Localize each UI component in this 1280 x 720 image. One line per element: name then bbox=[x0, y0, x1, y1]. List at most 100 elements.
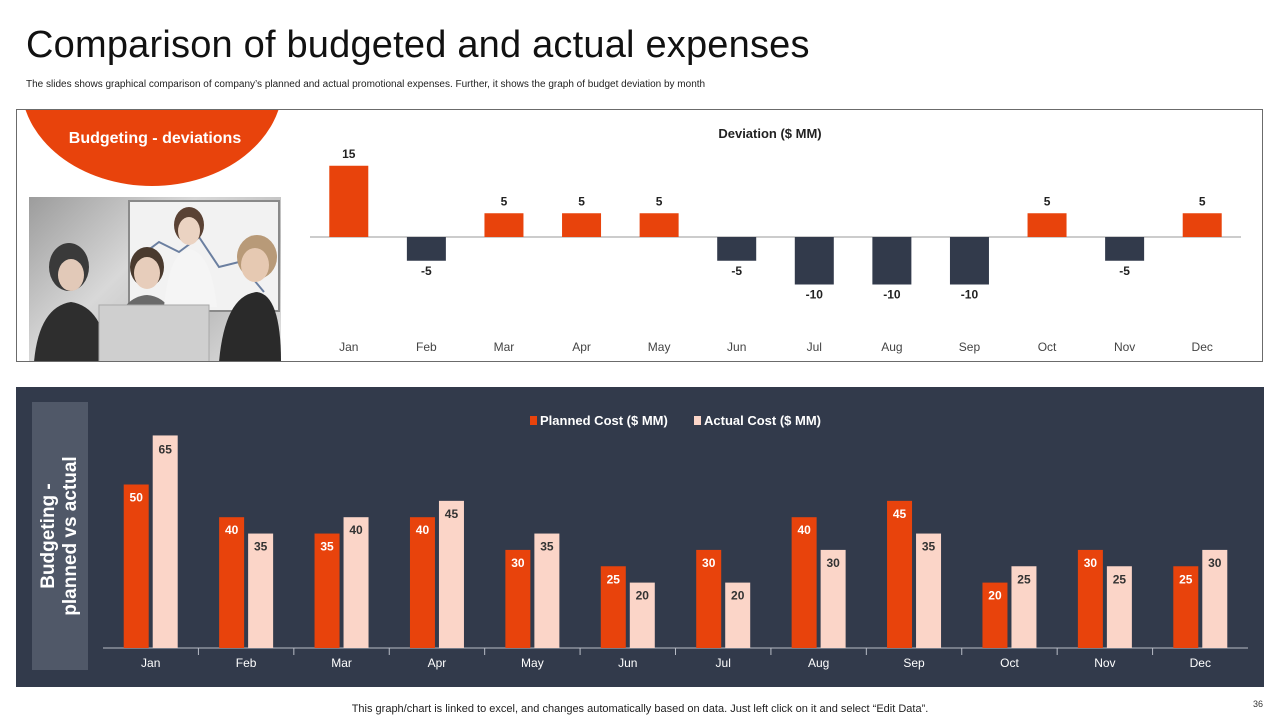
label-planned-mar: 35 bbox=[320, 540, 334, 554]
cost-tick-mar: Mar bbox=[331, 656, 352, 670]
bar-planned-jan bbox=[123, 484, 149, 648]
cost-tick-oct: Oct bbox=[1000, 656, 1019, 670]
page-title: Comparison of budgeted and actual expens… bbox=[26, 24, 810, 66]
bar-actual-jun bbox=[629, 582, 655, 648]
label-planned-jan: 50 bbox=[130, 491, 144, 505]
page-subtitle: The slides shows graphical comparison of… bbox=[26, 79, 706, 90]
bar-actual-jul bbox=[725, 582, 751, 648]
deviation-label-may: 5 bbox=[656, 194, 663, 208]
cost-tick-aug: Aug bbox=[808, 656, 829, 670]
deviation-tick-jan: Jan bbox=[339, 340, 358, 354]
label-actual-sep: 35 bbox=[922, 540, 936, 554]
deviation-tick-may: May bbox=[648, 340, 671, 354]
bar-planned-jul bbox=[696, 549, 722, 648]
bar-actual-aug bbox=[820, 549, 846, 648]
cost-tick-apr: Apr bbox=[428, 656, 447, 670]
cost-tick-feb: Feb bbox=[236, 656, 257, 670]
bar-planned-jun bbox=[600, 566, 626, 648]
label-actual-jul: 20 bbox=[731, 589, 745, 603]
bar-planned-may bbox=[505, 549, 531, 648]
deviation-panel: Budgeting - deviations Deviation ($ MM) 1… bbox=[16, 109, 1263, 362]
label-planned-aug: 40 bbox=[797, 523, 811, 537]
planned-vs-actual-panel: Budgeting - planned vs actual Planned Co… bbox=[16, 387, 1264, 687]
bar-planned-mar bbox=[314, 533, 340, 648]
deviation-label-feb: -5 bbox=[421, 264, 432, 278]
team-photo-illustration bbox=[34, 200, 281, 361]
deviation-label-jul: -10 bbox=[806, 288, 824, 302]
deviation-tick-feb: Feb bbox=[416, 340, 437, 354]
deviation-label-mar: 5 bbox=[501, 194, 508, 208]
deviation-tick-aug: Aug bbox=[881, 340, 902, 354]
deviation-bar-may bbox=[639, 213, 679, 237]
bar-planned-apr bbox=[409, 517, 435, 648]
label-planned-feb: 40 bbox=[225, 523, 239, 537]
bar-planned-sep bbox=[887, 500, 913, 648]
deviation-label-jun: -5 bbox=[731, 264, 742, 278]
deviation-bar-aug bbox=[872, 237, 912, 285]
footer-note: This graph/chart is linked to excel, and… bbox=[351, 703, 929, 715]
deviation-label-nov: -5 bbox=[1119, 264, 1130, 278]
label-actual-feb: 35 bbox=[254, 540, 268, 554]
bar-actual-apr bbox=[438, 500, 464, 648]
deviation-bar-jan bbox=[329, 165, 369, 237]
deviation-bar-jun bbox=[717, 237, 757, 261]
deviation-label-oct: 5 bbox=[1044, 194, 1051, 208]
deviation-bar-mar bbox=[484, 213, 524, 237]
legend-swatch-planned bbox=[530, 416, 537, 425]
label-actual-apr: 45 bbox=[445, 507, 459, 521]
cost-tick-sep: Sep bbox=[903, 656, 925, 670]
cost-tick-jul: Jul bbox=[716, 656, 731, 670]
bar-planned-nov bbox=[1077, 549, 1103, 648]
deviation-label-dec: 5 bbox=[1199, 194, 1206, 208]
bar-actual-may bbox=[534, 533, 560, 648]
deviation-label-apr: 5 bbox=[578, 194, 585, 208]
deviation-tick-oct: Oct bbox=[1038, 340, 1057, 354]
page-number: 36 bbox=[1252, 699, 1263, 709]
bar-actual-jan bbox=[152, 435, 178, 648]
label-actual-nov: 25 bbox=[1113, 572, 1127, 586]
label-planned-oct: 20 bbox=[988, 589, 1002, 603]
legend-swatch-actual bbox=[694, 416, 701, 425]
cost-tick-nov: Nov bbox=[1094, 656, 1115, 670]
bar-planned-dec bbox=[1173, 566, 1199, 648]
legend-label-planned: Planned Cost ($ MM) bbox=[540, 413, 668, 428]
label-actual-jun: 20 bbox=[636, 589, 650, 603]
label-actual-oct: 25 bbox=[1017, 572, 1031, 586]
deviation-tick-jun: Jun bbox=[727, 340, 746, 354]
deviation-tick-nov: Nov bbox=[1114, 340, 1135, 354]
cost-tick-may: May bbox=[521, 656, 544, 670]
cost-tick-jan: Jan bbox=[141, 656, 160, 670]
bar-planned-feb bbox=[219, 517, 245, 648]
label-actual-aug: 30 bbox=[826, 556, 840, 570]
bar-actual-oct bbox=[1011, 566, 1037, 648]
deviation-chart: Deviation ($ MM) 15 Jan -5 Feb 5 Mar 5 Apr 5 May -5… bbox=[310, 126, 1241, 354]
deviation-bar-jul bbox=[794, 237, 834, 285]
deviation-tick-jul: Jul bbox=[807, 340, 822, 354]
deviation-bar-dec bbox=[1182, 213, 1222, 237]
label-planned-jun: 25 bbox=[607, 572, 621, 586]
side-label-box: Budgeting - planned vs actual bbox=[32, 402, 88, 670]
label-actual-may: 35 bbox=[540, 540, 554, 554]
label-actual-mar: 40 bbox=[349, 523, 363, 537]
bar-planned-aug bbox=[791, 517, 817, 648]
planned-vs-actual-chart: Planned Cost ($ MM) Actual Cost ($ MM) 50 6… bbox=[103, 413, 1248, 670]
deviation-bar-sep bbox=[949, 237, 989, 285]
deviation-tick-sep: Sep bbox=[959, 340, 981, 354]
bar-actual-dec bbox=[1202, 549, 1228, 648]
deviation-label-jan: 15 bbox=[342, 147, 356, 161]
label-planned-jul: 30 bbox=[702, 556, 716, 570]
deviation-bar-oct bbox=[1027, 213, 1067, 237]
label-planned-nov: 30 bbox=[1084, 556, 1098, 570]
deviation-label-aug: -10 bbox=[883, 288, 901, 302]
bar-actual-feb bbox=[248, 533, 274, 648]
cost-tick-jun: Jun bbox=[618, 656, 637, 670]
deviation-tick-dec: Dec bbox=[1192, 340, 1213, 354]
label-actual-jan: 65 bbox=[159, 442, 173, 456]
deviation-bar-feb bbox=[406, 237, 446, 261]
label-planned-may: 30 bbox=[511, 556, 525, 570]
label-actual-dec: 30 bbox=[1208, 556, 1222, 570]
deviation-tick-mar: Mar bbox=[494, 340, 515, 354]
deviation-bar-nov bbox=[1105, 237, 1145, 261]
bar-planned-oct bbox=[982, 582, 1008, 648]
bar-actual-mar bbox=[343, 517, 369, 648]
